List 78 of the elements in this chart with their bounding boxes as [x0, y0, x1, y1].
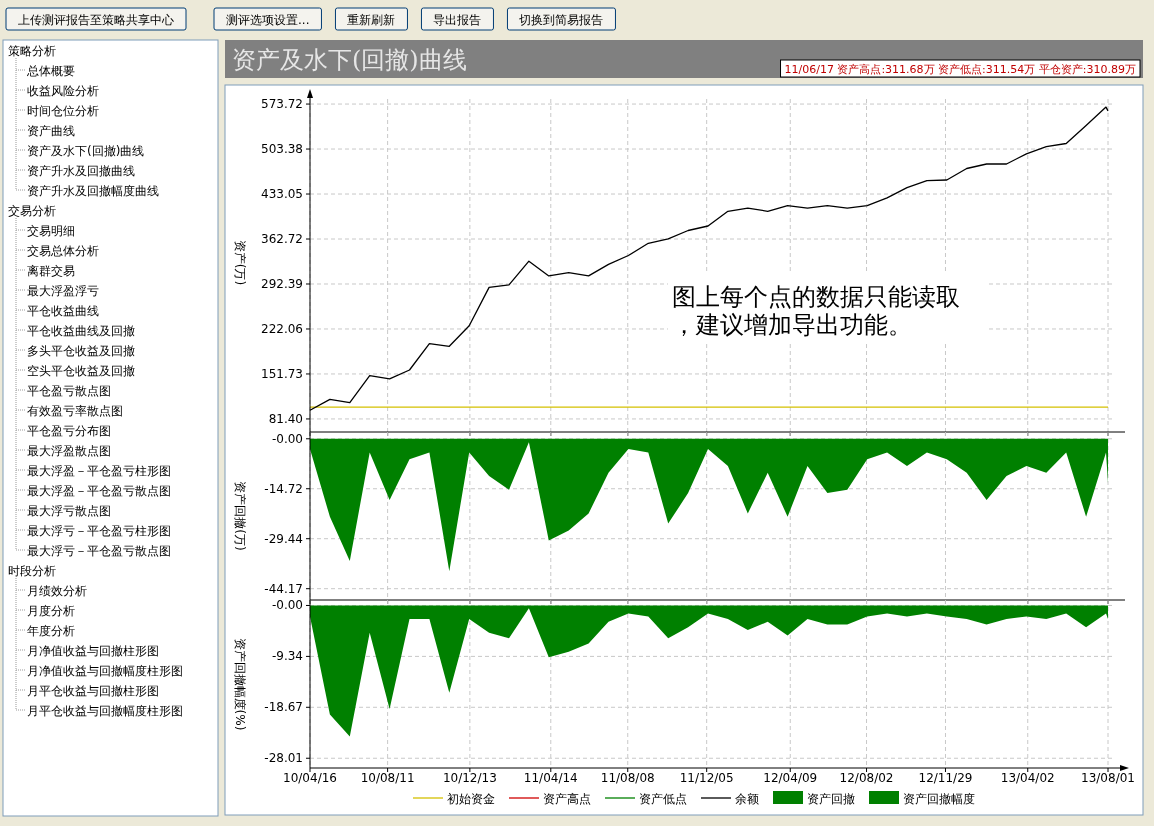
- text: 时间仓位分析: [27, 104, 99, 118]
- text: 时段分析: [8, 564, 56, 578]
- y-tick-label: 292.39: [261, 277, 303, 291]
- text: 多头平仓收益及回撤: [27, 344, 135, 358]
- text: 空头平仓收益及回撤: [27, 364, 135, 378]
- y-tick-label: -44.17: [264, 581, 303, 596]
- legend-label: 资产回撤幅度: [903, 792, 975, 806]
- text: 最大浮盈浮亏: [27, 284, 99, 298]
- text: 资产曲线: [27, 124, 75, 138]
- text: 月净值收益与回撤幅度柱形图: [27, 664, 183, 678]
- text: 测评选项设置...: [226, 13, 310, 27]
- text: 最大浮亏－平仓盈亏柱形图: [27, 524, 171, 538]
- x-tick-label: 10/04/16: [283, 771, 337, 785]
- x-tick-label: 10/08/11: [360, 771, 415, 785]
- x-tick-label: 10/12/13: [442, 771, 497, 785]
- x-tick-label: 12/08/02: [839, 771, 894, 785]
- text: 总体概要: [26, 64, 75, 78]
- text: 导出报告: [433, 13, 482, 27]
- text: 最大浮盈－平仓盈亏柱形图: [27, 464, 171, 478]
- y-tick-label: 433.05: [261, 187, 303, 202]
- y-tick-label: 573.72: [261, 97, 303, 112]
- chart-title: 资产及水下(回撤)曲线: [232, 46, 467, 74]
- y-tick-label: 81.40: [268, 411, 303, 426]
- y-tick-label: 222.06: [261, 321, 303, 336]
- text: 有效盈亏率散点图: [27, 404, 123, 418]
- x-tick-label: 13/08/01: [1081, 771, 1135, 785]
- text: 月净值收益与回撤柱形图: [27, 644, 159, 658]
- text: 切换到简易报告: [519, 13, 604, 27]
- text: 交易明细: [27, 224, 75, 238]
- y-tick-label: 151.73: [261, 366, 303, 381]
- legend-label: 初始资金: [447, 792, 495, 806]
- x-tick-label: 12/04/09: [763, 771, 818, 785]
- text: 平仓收益曲线及回撤: [27, 324, 135, 338]
- legend-label: 资产高点: [543, 792, 591, 806]
- y-tick-label: -29.44: [264, 531, 303, 546]
- text: 最大浮亏－平仓盈亏散点图: [27, 544, 171, 558]
- text: 上传测评报告至策略共享中心: [18, 13, 174, 27]
- y-tick-label: 503.38: [261, 142, 303, 157]
- y-tick-label: -0.00: [271, 598, 303, 613]
- x-tick-label: 11/12/05: [679, 771, 734, 785]
- y-tick-label: -28.01: [264, 751, 303, 766]
- y-tick-label: -9.34: [271, 649, 303, 664]
- y-tick-label: -14.72: [264, 481, 303, 496]
- legend-label: 资产回撤: [807, 792, 855, 806]
- y-axis-title: 资产回撤幅度(%): [233, 637, 247, 731]
- text: 平仓盈亏分布图: [27, 424, 111, 438]
- text: 月绩效分析: [27, 584, 87, 598]
- text: 月平仓收益与回撤柱形图: [27, 684, 159, 698]
- y-axis-title: 资产(万): [233, 239, 247, 286]
- text: 年度分析: [27, 624, 75, 638]
- x-tick-label: 11/08/08: [600, 771, 655, 785]
- text: 月度分析: [27, 604, 75, 618]
- text: 月平仓收益与回撤幅度柱形图: [27, 704, 183, 718]
- y-axis-title: 资产回撤(万): [233, 481, 247, 551]
- legend-label: 资产低点: [639, 792, 687, 806]
- text: 资产升水及回撤幅度曲线: [27, 184, 159, 198]
- y-tick-label: -0.00: [271, 431, 303, 446]
- text: 重新刷新: [347, 13, 396, 27]
- annotation: 图上每个点的数据只能读取，建议增加导出功能。: [672, 283, 960, 339]
- y-tick-label: -18.67: [264, 700, 303, 715]
- text: 交易总体分析: [27, 244, 99, 258]
- y-tick-label: 362.72: [261, 232, 303, 247]
- x-tick-label: 12/11/29: [918, 771, 973, 785]
- text: 平仓盈亏散点图: [27, 384, 111, 398]
- chart-subtitle: 11/06/17 资产高点:311.68万 资产低点:311.54万 平仓资产:310.89万: [784, 63, 1136, 76]
- text: 最大浮盈－平仓盈亏散点图: [27, 484, 171, 498]
- text: 资产升水及回撤曲线: [27, 164, 135, 178]
- legend-label: 余额: [735, 792, 759, 806]
- text: 资产及水下(回撤)曲线: [27, 144, 145, 158]
- text: 交易分析: [8, 204, 56, 218]
- text: 离群交易: [27, 264, 75, 278]
- text: 最大浮盈散点图: [27, 444, 111, 458]
- text: 平仓收益曲线: [27, 304, 99, 318]
- text: 收益风险分析: [27, 84, 99, 98]
- text: 策略分析: [8, 44, 56, 58]
- x-tick-label: 13/04/02: [1000, 771, 1055, 785]
- x-tick-label: 11/04/14: [523, 771, 578, 785]
- text: 最大浮亏散点图: [27, 504, 111, 518]
